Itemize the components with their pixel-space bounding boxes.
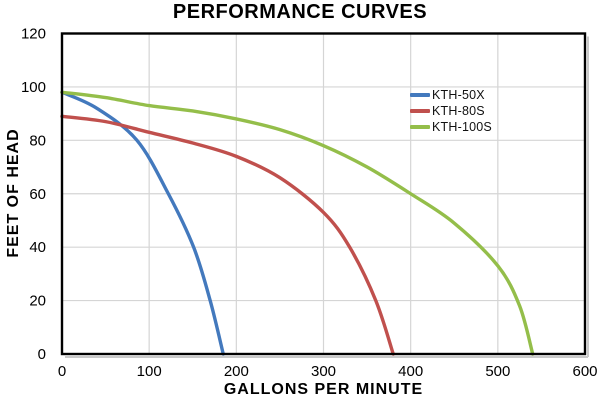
legend: KTH-50X KTH-80S KTH-100S	[410, 87, 492, 135]
y-tick-label-0: 0	[38, 346, 46, 363]
plot-border	[60, 32, 587, 356]
y-axis-title: FEET OF HEAD	[5, 128, 22, 258]
legend-swatch-kth-50x	[410, 93, 430, 97]
legend-item-kth-80s: KTH-80S	[410, 103, 492, 119]
y-tick-label-40: 40	[29, 239, 46, 256]
y-tick-label-60: 60	[29, 186, 46, 203]
curve-kth-100s	[60, 90, 535, 356]
legend-swatch-kth-80s	[410, 109, 430, 113]
x-tick-label-600: 600	[572, 363, 597, 380]
y-tick-label-100: 100	[21, 79, 46, 96]
x-tick-label-300: 300	[311, 363, 336, 380]
x-tick-label-0: 0	[58, 363, 66, 380]
legend-label-kth-100s: KTH-100S	[432, 120, 492, 134]
curve-kth-50x	[60, 90, 225, 356]
legend-item-kth-50x: KTH-50X	[410, 87, 492, 103]
chart-title: PERFORMANCE CURVES	[172, 1, 428, 23]
legend-swatch-kth-100s	[410, 125, 430, 129]
y-tick-label-80: 80	[29, 132, 46, 149]
x-tick-label-200: 200	[224, 363, 249, 380]
curve-kth-80s	[60, 114, 395, 356]
x-tick-label-100: 100	[137, 363, 162, 380]
x-tick-label-400: 400	[398, 363, 423, 380]
legend-label-kth-80s: KTH-80S	[432, 104, 485, 118]
y-tick-label-20: 20	[29, 293, 46, 310]
y-tick-label-120: 120	[21, 26, 46, 43]
x-axis-title: GALLONS PER MINUTE	[223, 381, 424, 398]
legend-item-kth-100s: KTH-100S	[410, 119, 492, 135]
legend-label-kth-50x: KTH-50X	[432, 88, 485, 102]
x-tick-label-500: 500	[485, 363, 510, 380]
